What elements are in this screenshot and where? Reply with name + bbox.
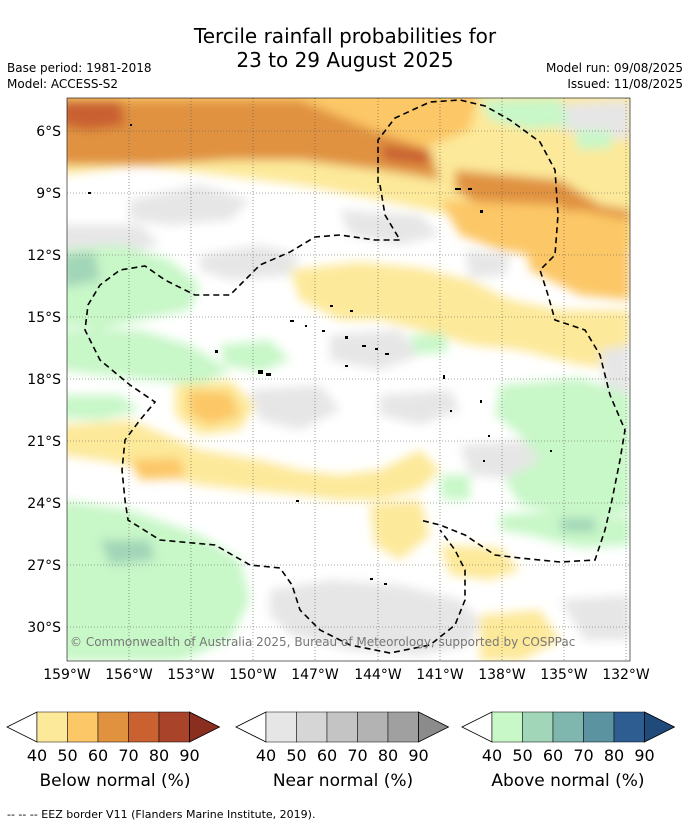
colorbar-segment bbox=[387, 711, 419, 743]
colorbar-above-label: Above normal (%) bbox=[491, 771, 645, 791]
colorbar-segment bbox=[296, 711, 328, 743]
colorbar-segment bbox=[158, 711, 190, 743]
colorbar-segment bbox=[128, 711, 160, 743]
lon-label: 132°W bbox=[602, 667, 650, 683]
colorbar-right-extension bbox=[644, 711, 676, 743]
latitude-labels: 6°S 9°S 12°S 15°S 18°S 21°S 24°S 27°S 30… bbox=[27, 124, 61, 636]
colorbar-tick-label: 80 bbox=[378, 746, 398, 765]
eez-footnote: -- -- -- EEZ border V11 (Flanders Marine… bbox=[7, 808, 316, 821]
colorbar-tick-label: 60 bbox=[543, 746, 563, 765]
lat-label: 9°S bbox=[36, 186, 61, 202]
colorbar-left-extension bbox=[461, 711, 493, 743]
lon-label: 138°W bbox=[478, 667, 526, 683]
lon-label: 159°W bbox=[43, 667, 91, 683]
islands bbox=[88, 124, 552, 585]
colorbar-tick-label: 70 bbox=[573, 746, 593, 765]
colorbar-segment bbox=[522, 711, 554, 743]
colorbar-right-extension bbox=[418, 711, 450, 743]
map-title: Tercile rainfall probabilities for 23 to… bbox=[0, 24, 690, 72]
colorbar-below-label: Below normal (%) bbox=[39, 771, 191, 791]
colorbar-segment bbox=[491, 711, 523, 743]
colorbar-right-extension bbox=[189, 711, 221, 743]
colorbar-segment bbox=[552, 711, 584, 743]
meta-left: Base period: 1981-2018 Model: ACCESS-S2 bbox=[7, 60, 152, 92]
lon-label: 153°W bbox=[167, 667, 215, 683]
colorbar-left-extension bbox=[6, 711, 38, 743]
lat-label: 30°S bbox=[27, 620, 61, 636]
lon-label: 135°W bbox=[540, 667, 588, 683]
lon-label: 147°W bbox=[291, 667, 339, 683]
colorbar-tick-label: 60 bbox=[88, 746, 108, 765]
longitude-labels: 159°W 156°W 153°W 150°W 147°W 144°W 141°… bbox=[43, 667, 650, 683]
model-name: Model: ACCESS-S2 bbox=[7, 77, 119, 91]
colorbar-segment bbox=[36, 711, 68, 743]
gridlines bbox=[67, 98, 630, 661]
colorbar-segment bbox=[97, 711, 129, 743]
colorbar-segment bbox=[67, 711, 99, 743]
issued-date: Issued: 11/08/2025 bbox=[567, 77, 683, 91]
colorbar-segment bbox=[613, 711, 645, 743]
colorbar-tick-label: 50 bbox=[57, 746, 77, 765]
lon-label: 150°W bbox=[229, 667, 277, 683]
lon-label: 156°W bbox=[105, 667, 153, 683]
colorbar-tick-label: 60 bbox=[317, 746, 337, 765]
colorbar-tick-label: 50 bbox=[286, 746, 306, 765]
colorbar-above-normal: 40 50 60 70 80 90 bbox=[461, 711, 676, 765]
lat-label: 27°S bbox=[27, 558, 61, 574]
colorbar-tick-label: 80 bbox=[604, 746, 624, 765]
colorbar-near-normal: 40 50 60 70 80 90 bbox=[235, 711, 450, 765]
colorbar-tick-label: 40 bbox=[482, 746, 502, 765]
colorbar-tick-label: 90 bbox=[179, 746, 199, 765]
map-frame bbox=[66, 97, 631, 662]
lat-label: 12°S bbox=[27, 248, 61, 264]
lat-label: 18°S bbox=[27, 372, 61, 388]
title-line-2: 23 to 29 August 2025 bbox=[236, 48, 454, 72]
meta-right: Model run: 09/08/2025 Issued: 11/08/2025 bbox=[546, 60, 683, 92]
lat-label: 6°S bbox=[36, 124, 61, 140]
probability-field bbox=[67, 98, 630, 661]
lat-label: 15°S bbox=[27, 310, 61, 326]
colorbar-segment bbox=[583, 711, 615, 743]
colorbar-tick-label: 70 bbox=[118, 746, 138, 765]
lon-label: 144°W bbox=[354, 667, 402, 683]
lat-label: 21°S bbox=[27, 434, 61, 450]
copyright-notice: © Commonwealth of Australia 2025, Bureau… bbox=[70, 635, 575, 649]
title-line-1: Tercile rainfall probabilities for bbox=[193, 24, 497, 48]
base-period: Base period: 1981-2018 bbox=[7, 61, 152, 75]
colorbar-tick-label: 50 bbox=[512, 746, 532, 765]
colorbar-tick-label: 40 bbox=[27, 746, 47, 765]
colorbar-segment bbox=[326, 711, 358, 743]
model-run: Model run: 09/08/2025 bbox=[545, 61, 683, 75]
colorbar-segment bbox=[357, 711, 389, 743]
colorbar-near-label: Near normal (%) bbox=[272, 771, 414, 791]
eez-borders bbox=[84, 99, 626, 654]
colorbar-tick-label: 40 bbox=[256, 746, 276, 765]
colorbar-tick-label: 90 bbox=[634, 746, 654, 765]
lon-label: 141°W bbox=[416, 667, 464, 683]
colorbar-segment bbox=[265, 711, 297, 743]
lat-label: 24°S bbox=[27, 496, 61, 512]
colorbar-tick-label: 80 bbox=[149, 746, 169, 765]
colorbar-left-extension bbox=[235, 711, 267, 743]
colorbar-below-normal: 40 50 60 70 80 90 bbox=[6, 711, 221, 765]
colorbar-tick-label: 70 bbox=[347, 746, 367, 765]
colorbar-tick-label: 90 bbox=[408, 746, 428, 765]
